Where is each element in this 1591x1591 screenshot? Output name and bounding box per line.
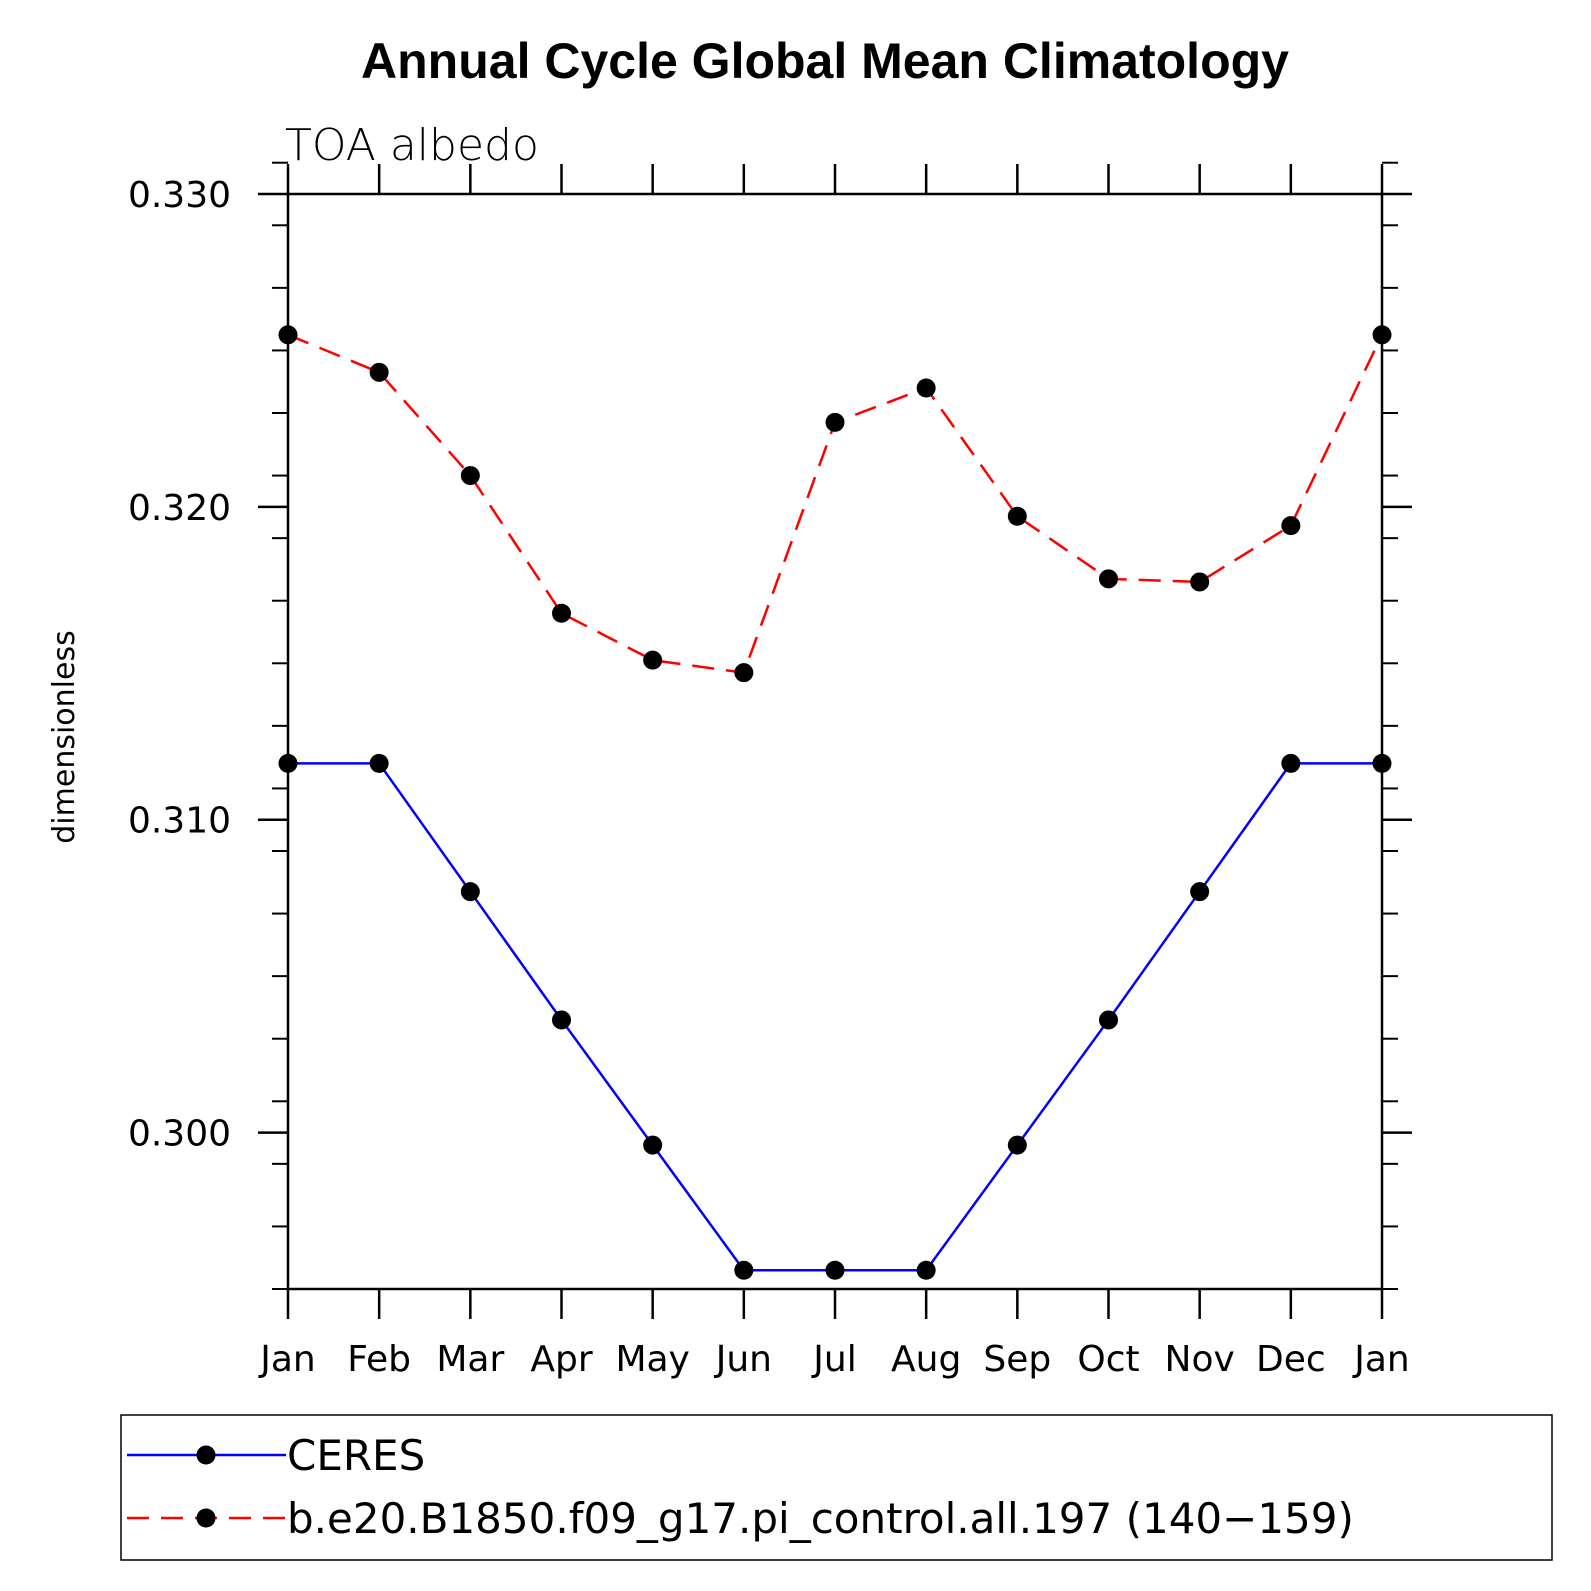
data-point <box>369 753 389 773</box>
series-line <box>288 762 1382 1272</box>
data-point <box>1007 1135 1027 1155</box>
data-point <box>916 1260 936 1280</box>
data-point <box>460 466 480 486</box>
data-point <box>1099 569 1118 589</box>
legend-label: CERES <box>287 1431 425 1480</box>
legend-frame <box>120 1414 1553 1561</box>
data-point <box>278 325 298 345</box>
data-point <box>1190 572 1210 592</box>
data-point <box>1372 325 1392 345</box>
data-point <box>1007 506 1027 526</box>
data-point <box>1099 1010 1118 1030</box>
data-point <box>1281 516 1301 536</box>
y-tick-label: 0.300 <box>128 1114 231 1155</box>
data-point <box>643 1135 663 1155</box>
y-axis-ticks: 0.300 0.310 0.320 0.330 <box>128 161 1412 1290</box>
x-tick-label: Jul <box>811 1339 856 1380</box>
data-point <box>825 1260 845 1280</box>
data-point <box>916 378 936 398</box>
legend: CERES b.e20.B1850.f09_g17.pi_control.all.… <box>120 1414 1553 1561</box>
y-tick-label: 0.310 <box>128 801 231 842</box>
data-point <box>460 882 480 902</box>
data-point <box>369 362 389 382</box>
x-tick-label: Aug <box>891 1339 961 1380</box>
data-point <box>734 1260 754 1280</box>
y-tick-label: 0.330 <box>128 175 231 216</box>
data-point <box>1190 882 1210 902</box>
x-tick-label: Feb <box>347 1339 411 1380</box>
x-tick-label: Jan <box>258 1339 316 1380</box>
series-line <box>287 333 1384 675</box>
x-tick-label: May <box>615 1339 689 1380</box>
plot-frame <box>286 192 1384 1291</box>
x-tick-label: Sep <box>983 1339 1051 1380</box>
data-point <box>278 753 298 773</box>
x-tick-label: Nov <box>1165 1339 1235 1380</box>
x-tick-label: Dec <box>1256 1339 1326 1380</box>
legend-marker <box>196 1508 216 1528</box>
data-point <box>643 650 663 670</box>
x-tick-label: Jun <box>714 1339 772 1380</box>
data-point <box>825 412 845 432</box>
x-tick-label: Mar <box>436 1339 504 1380</box>
x-tick-label: Jan <box>1352 1339 1410 1380</box>
x-tick-label: Oct <box>1077 1339 1139 1380</box>
x-axis-ticks: Jan Feb Mar Apr May Jun Jul Aug Sep Oct Nov Dec Jan <box>258 164 1410 1380</box>
x-tick-label: Apr <box>530 1339 592 1380</box>
chart-title: Annual Cycle Global Mean Climatology <box>361 33 1289 89</box>
y-tick-label: 0.320 <box>128 488 231 529</box>
data-point <box>1372 753 1392 773</box>
data-point <box>552 603 571 623</box>
legend-label: b.e20.B1850.f09_g17.pi_control.all.197 (… <box>287 1494 1354 1543</box>
data-point <box>1281 753 1301 773</box>
data-point <box>552 1010 571 1030</box>
y-axis-label: dimensionless <box>47 630 82 843</box>
data-point <box>734 663 754 683</box>
chart-subtitle: TOA albedo <box>285 120 539 171</box>
legend-marker <box>196 1445 216 1465</box>
series-layer <box>278 325 1392 1280</box>
